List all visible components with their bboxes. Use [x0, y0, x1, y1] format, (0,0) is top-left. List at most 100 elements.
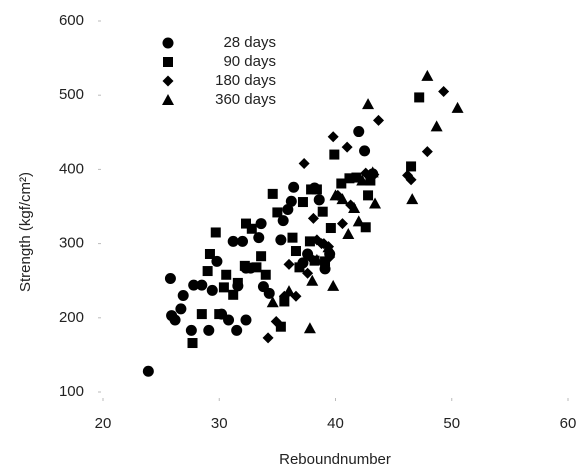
y-tick-label: 200: [59, 309, 84, 326]
data-point: [256, 251, 267, 262]
data-point: [246, 223, 257, 234]
data-point: [272, 207, 283, 218]
data-point: [352, 215, 365, 227]
y-axis-label: Strength (kgf/cm²): [17, 172, 34, 292]
data-point: [362, 98, 375, 110]
data-point: [239, 260, 250, 271]
data-point: [275, 234, 287, 246]
data-point: [255, 218, 267, 230]
data-point: [298, 157, 310, 169]
data-point: [451, 101, 464, 113]
data-point: [177, 290, 189, 302]
data-point: [240, 314, 252, 326]
data-point: [329, 189, 342, 201]
data-point: [196, 279, 208, 291]
data-point: [218, 282, 229, 293]
data-point: [142, 365, 154, 377]
data-point: [275, 321, 286, 332]
data-point: [175, 303, 187, 315]
data-point: [310, 253, 323, 265]
data-point: [414, 92, 425, 103]
data-point: [313, 194, 325, 206]
data-point: [253, 232, 265, 244]
data-point: [325, 223, 336, 234]
data-point: [297, 197, 308, 208]
data-point: [329, 149, 340, 160]
data-point: [206, 284, 218, 296]
legend-label: 360 days: [215, 91, 276, 108]
data-point: [327, 279, 340, 291]
data-point: [430, 120, 443, 132]
data-point: [351, 172, 362, 183]
legend-label: 180 days: [215, 72, 276, 89]
x-tick-label: 20: [95, 415, 112, 432]
data-point: [290, 246, 301, 257]
data-point: [223, 314, 235, 326]
data-point: [344, 173, 355, 184]
data-point: [266, 296, 279, 308]
data-point: [302, 267, 314, 279]
data-point: [263, 287, 275, 299]
data-point: [363, 190, 374, 201]
data-point: [187, 338, 198, 349]
data-point: [267, 188, 278, 199]
data-point: [342, 227, 355, 239]
y-tick-label: 600: [59, 12, 84, 29]
data-point: [348, 201, 361, 213]
y-tick-label: 300: [59, 235, 84, 252]
data-point: [366, 166, 379, 178]
legend-marker: [162, 75, 174, 87]
data-point: [260, 269, 271, 280]
data-point: [204, 248, 215, 259]
y-tick-label: 100: [59, 383, 84, 400]
data-point: [287, 232, 298, 243]
data-point: [304, 236, 315, 247]
data-point: [164, 272, 176, 284]
data-point: [405, 174, 417, 186]
data-point: [406, 193, 419, 205]
data-point: [353, 126, 365, 138]
data-point: [327, 131, 339, 143]
data-point: [203, 324, 215, 336]
legend-marker: [163, 57, 173, 67]
y-tick-label: 400: [59, 160, 84, 177]
y-tick-label: 500: [59, 86, 84, 103]
data-point: [221, 269, 232, 280]
data-point: [185, 324, 197, 336]
data-point: [421, 146, 433, 158]
data-point: [306, 184, 317, 195]
data-point: [294, 262, 305, 273]
x-tick-label: 40: [327, 415, 344, 432]
x-tick-label: 50: [443, 415, 460, 432]
data-point: [306, 274, 319, 286]
data-point: [232, 277, 243, 288]
data-point: [214, 309, 225, 320]
data-point: [210, 227, 221, 238]
x-axis-label: Reboundnumber: [279, 451, 391, 468]
data-point: [317, 206, 328, 217]
data-point: [283, 285, 295, 297]
data-point: [311, 184, 322, 195]
data-point: [421, 69, 434, 81]
data-point: [359, 145, 371, 157]
data-point: [240, 218, 251, 229]
data-point: [336, 178, 347, 189]
data-point: [356, 174, 369, 186]
data-point: [262, 332, 274, 344]
data-point: [237, 235, 248, 247]
data-point: [277, 215, 289, 227]
data-point: [438, 85, 450, 97]
data-point: [169, 314, 181, 326]
data-point: [320, 256, 331, 267]
data-point: [324, 251, 336, 263]
data-point: [373, 114, 385, 126]
data-point: [303, 322, 316, 334]
data-point: [369, 197, 382, 209]
data-point: [202, 266, 213, 277]
data-point: [406, 161, 417, 172]
x-tick-label: 30: [211, 415, 228, 432]
legend-label: 90 days: [223, 53, 276, 70]
data-point: [304, 251, 316, 263]
data-point: [336, 218, 348, 230]
